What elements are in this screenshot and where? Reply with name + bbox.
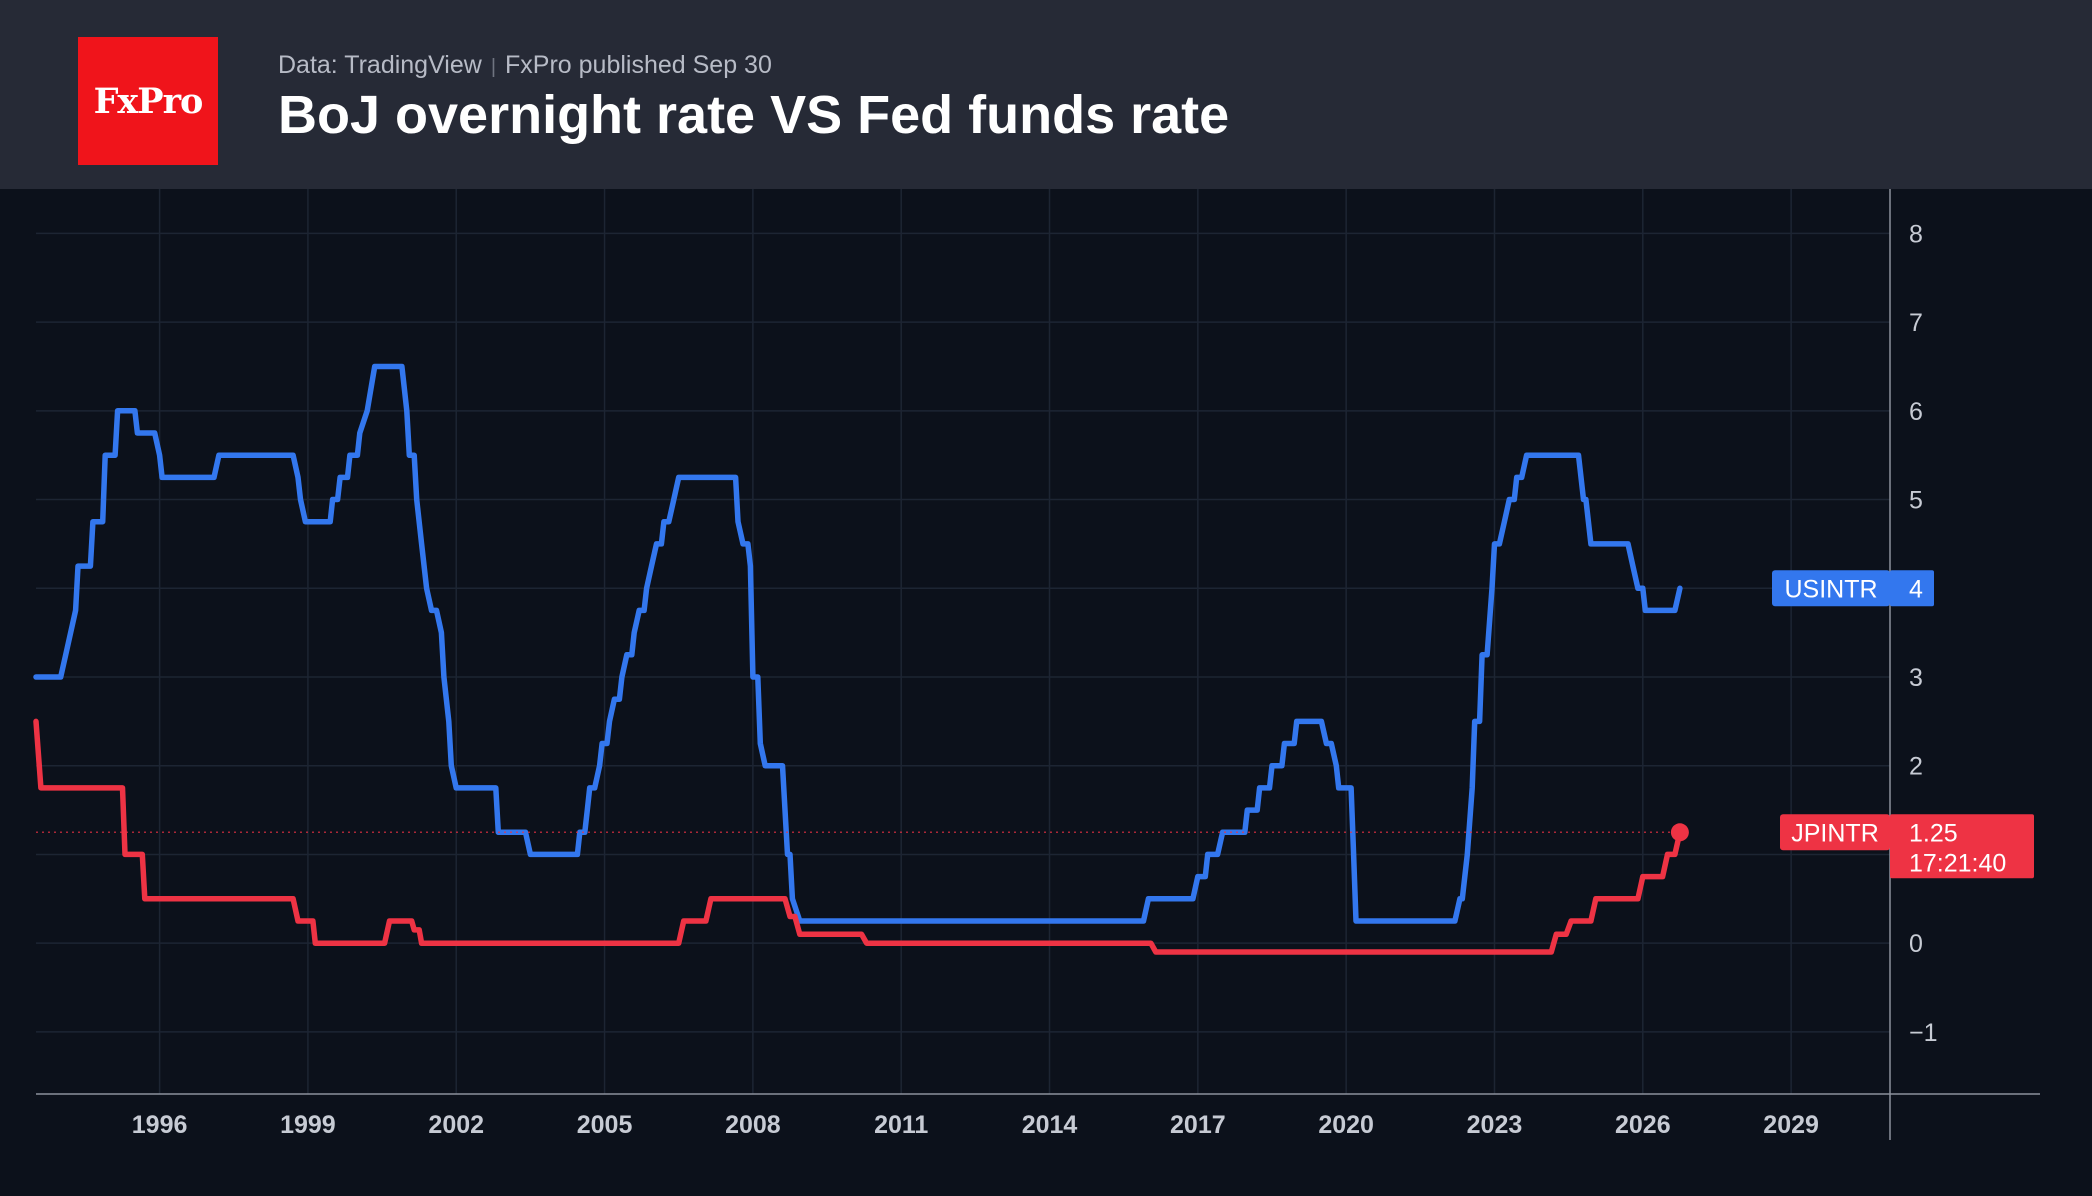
- y-tick-label: 0: [1909, 930, 1923, 958]
- x-tick-label: 2029: [1763, 1111, 1819, 1139]
- y-tick-label: 3: [1909, 664, 1923, 692]
- x-tick-label: 1999: [280, 1111, 336, 1139]
- x-tick-label: 2014: [1022, 1111, 1078, 1139]
- x-tick-label: 2017: [1170, 1111, 1226, 1139]
- series-lines: [33, 363, 1683, 955]
- last-point-dot: [1670, 823, 1689, 842]
- series-name-tag: [1780, 814, 1890, 851]
- axis-mask: [1890, 1108, 2090, 1148]
- bar-countdown: 17:21:40: [1909, 849, 2006, 877]
- published-note: FxPro published Sep 30: [505, 51, 772, 79]
- data-source: Data: TradingView: [278, 51, 482, 79]
- series-name-tag: [1772, 570, 1890, 607]
- separator: |: [490, 56, 497, 78]
- last-value-tag: [1890, 570, 1934, 607]
- series-line-jpintr: [33, 718, 1683, 955]
- last-value-tag: [1890, 814, 2034, 879]
- grid: [36, 189, 1890, 1094]
- chart-title: BoJ overnight rate VS Fed funds rate: [278, 85, 1230, 145]
- y-tick-label: 2: [1909, 753, 1923, 781]
- last-value-label: 1.25: [1909, 819, 1958, 847]
- y-tick-label: −1: [1909, 1019, 1938, 1047]
- y-tick-label: 7: [1909, 309, 1923, 337]
- x-tick-label: 1996: [132, 1111, 188, 1139]
- x-tick-label: 2023: [1467, 1111, 1523, 1139]
- source-line: Data: TradingView | FxPro published Sep 30: [278, 50, 772, 80]
- x-tick-label: 2002: [428, 1111, 484, 1139]
- fxpro-logo: FxPro: [78, 37, 218, 165]
- logo-text: FxPro: [93, 80, 204, 122]
- x-tick-label: 2008: [725, 1111, 781, 1139]
- header-bar: FxPro Data: TradingView | FxPro published …: [0, 0, 2092, 189]
- x-tick-label: 2011: [874, 1111, 928, 1139]
- series-name-label: USINTR: [1784, 575, 1877, 603]
- last-value-label: 4: [1909, 575, 1923, 603]
- axes: 876543210−119961999200220052008201120142…: [36, 189, 2090, 1148]
- y-tick-label: 5: [1909, 487, 1923, 515]
- y-tick-label: 6: [1909, 398, 1923, 426]
- series-name-label: JPINTR: [1791, 819, 1879, 847]
- series-line-usintr: [33, 363, 1683, 924]
- y-tick-label: 8: [1909, 220, 1923, 248]
- x-tick-label: 2020: [1318, 1111, 1374, 1139]
- x-tick-label: 2026: [1615, 1111, 1671, 1139]
- x-tick-label: 2005: [577, 1111, 633, 1139]
